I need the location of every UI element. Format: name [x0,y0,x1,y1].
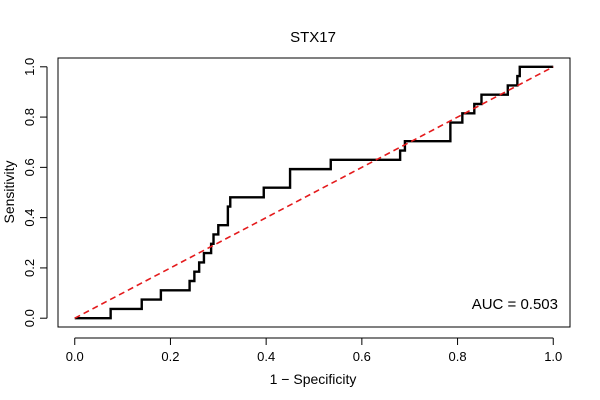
x-tick-label: 0.6 [353,349,371,364]
y-tick-label: 0.2 [22,259,37,277]
series-layer [74,65,554,320]
x-axis-label: 1 − Specificity [270,371,357,387]
auc-annotation: AUC = 0.503 [472,296,558,313]
x-tick-label: 0.2 [161,349,179,364]
y-tick-label: 0.4 [22,209,37,227]
y-tick-label: 1.0 [22,58,37,76]
y-tick-label: 0.6 [22,158,37,176]
reference-diagonal-line [74,66,554,319]
plot-frame [57,57,571,328]
y-tick-label: 0.8 [22,108,37,126]
y-axis-label: Sensitivity [1,160,17,223]
y-axis: 0.0 0.2 0.4 0.6 0.8 1.0 [22,58,48,327]
roc-curve-line [74,65,554,320]
x-tick-label: 0.0 [66,349,84,364]
x-tick-label: 0.4 [257,349,275,364]
y-tick-label: 0.0 [22,309,37,327]
x-tick-label: 1.0 [544,349,562,364]
chart-title: STX17 [290,29,336,46]
x-axis: 0.0 0.2 0.4 0.6 0.8 1.0 [66,337,562,364]
x-tick-label: 0.8 [449,349,467,364]
